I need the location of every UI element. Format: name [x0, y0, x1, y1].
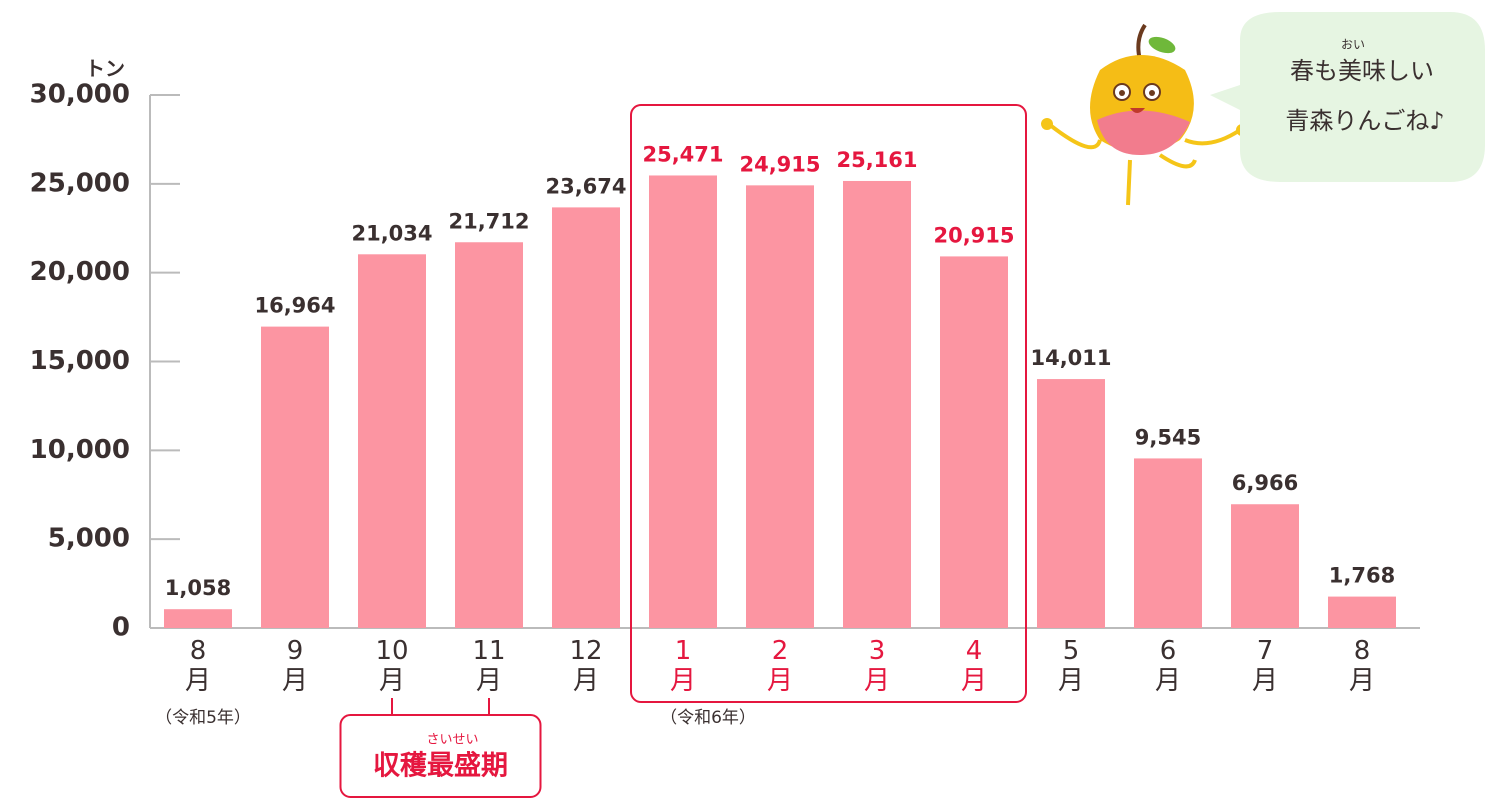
y-tick-label: 0	[112, 613, 130, 643]
era-label: （令和6年）	[660, 708, 756, 728]
unit-label: トン	[85, 57, 125, 81]
y-tick-label: 5,000	[48, 524, 130, 554]
bubble-text: 青森りんごね♪	[1285, 107, 1444, 135]
apple-character	[1041, 23, 1248, 206]
x-tick-label: 3月	[863, 636, 890, 696]
bubble-text: 春も美味しい	[1290, 57, 1434, 85]
value-label: 1,768	[1329, 564, 1395, 588]
bar	[1134, 458, 1202, 628]
value-label: 21,712	[448, 209, 529, 233]
value-label: 23,674	[545, 174, 626, 198]
value-label: 6,966	[1232, 471, 1298, 495]
bar	[746, 185, 814, 628]
x-tick-label: 5月	[1057, 636, 1084, 696]
x-tick-label: 8月	[184, 636, 211, 696]
bar	[940, 256, 1008, 628]
speech-bubble	[1210, 12, 1485, 182]
x-tick-label: 12月	[569, 636, 603, 696]
peak-ruby: さいせい	[426, 733, 478, 748]
highlight-box	[630, 104, 1027, 703]
x-tick-label: 6月	[1154, 636, 1181, 696]
value-label: 14,011	[1030, 346, 1111, 370]
bar	[358, 254, 426, 628]
peak-box	[339, 714, 542, 798]
value-label: 25,471	[642, 142, 723, 166]
bar	[843, 180, 911, 628]
x-tick-label: 9月	[281, 636, 308, 696]
value-label: 21,034	[351, 221, 432, 245]
bar	[455, 242, 523, 629]
x-tick-label: 11月	[472, 636, 506, 696]
x-tick-label: 8月	[1348, 636, 1375, 696]
bar	[1037, 379, 1105, 628]
x-tick-label: 1月	[669, 636, 696, 696]
value-label: 9,545	[1135, 425, 1201, 449]
era-label: （令和5年）	[155, 708, 251, 728]
x-tick-label: 4月	[960, 636, 987, 696]
peak-label: 収穫最盛期	[373, 751, 508, 782]
bar	[1328, 596, 1396, 628]
value-label: 20,915	[933, 223, 1014, 247]
value-label: 16,964	[254, 294, 335, 318]
value-label: 1,058	[165, 576, 231, 600]
y-tick-label: 10,000	[30, 435, 130, 465]
bar	[164, 609, 232, 628]
bar	[1231, 504, 1299, 628]
x-tick-label: 2月	[766, 636, 793, 696]
x-tick-label: 10月	[375, 636, 409, 696]
bar	[649, 175, 717, 628]
y-tick-label: 20,000	[30, 257, 130, 287]
value-label: 25,161	[836, 148, 917, 172]
bubble-ruby: おい	[1341, 38, 1365, 52]
y-tick-label: 15,000	[30, 346, 130, 376]
bar	[261, 326, 329, 628]
x-tick-label: 7月	[1251, 636, 1278, 696]
y-tick-label: 25,000	[30, 168, 130, 198]
bar	[552, 207, 620, 628]
value-label: 24,915	[739, 152, 820, 176]
y-tick-label: 30,000	[30, 80, 130, 110]
